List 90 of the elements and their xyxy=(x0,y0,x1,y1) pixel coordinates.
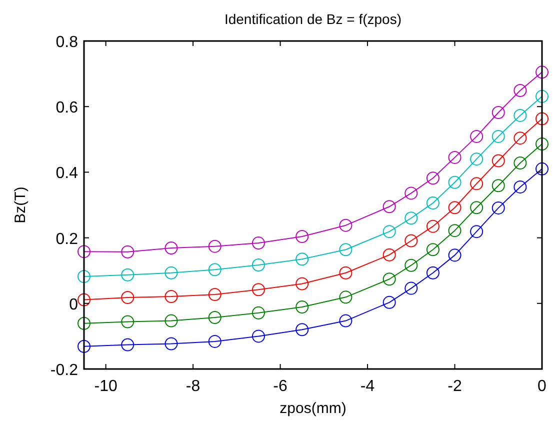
point xyxy=(339,243,352,256)
point xyxy=(382,200,396,214)
point xyxy=(470,130,484,143)
point xyxy=(448,248,462,262)
point xyxy=(514,108,527,122)
point xyxy=(426,220,440,233)
point xyxy=(164,314,178,328)
point xyxy=(164,241,178,254)
point xyxy=(470,177,484,190)
x-tick-label: -4 xyxy=(360,378,375,395)
point xyxy=(252,258,265,272)
y-tick-label: 0 xyxy=(69,296,78,314)
point xyxy=(404,258,418,272)
point xyxy=(426,243,440,256)
point xyxy=(296,300,309,314)
point xyxy=(404,234,418,248)
point xyxy=(448,201,462,214)
point xyxy=(448,176,462,189)
point xyxy=(121,245,134,258)
point xyxy=(492,179,505,192)
x-tick-label: 0 xyxy=(538,378,547,395)
point xyxy=(252,236,265,250)
point xyxy=(514,84,527,98)
point xyxy=(208,334,222,348)
y-tick-label: -0.2 xyxy=(50,362,78,379)
point xyxy=(78,245,90,258)
point xyxy=(164,337,178,350)
point xyxy=(121,338,134,352)
chart-title: Identification de Bz = f(zpos) xyxy=(224,11,402,27)
point xyxy=(78,270,90,284)
point xyxy=(252,283,265,296)
point xyxy=(536,112,548,126)
point xyxy=(78,340,90,353)
point xyxy=(492,154,505,168)
point xyxy=(536,137,548,150)
point xyxy=(426,172,440,185)
point xyxy=(296,230,309,243)
y-tick-label: 0.4 xyxy=(56,165,78,182)
x-tick-label: -2 xyxy=(448,378,462,395)
y-tick-label: 0.8 xyxy=(56,34,78,51)
point xyxy=(536,66,548,79)
point xyxy=(164,266,178,280)
point xyxy=(208,240,222,253)
point xyxy=(296,323,309,336)
x-tick-label: -6 xyxy=(273,378,288,395)
x-tick-label: -10 xyxy=(94,378,118,395)
point xyxy=(252,330,265,343)
point xyxy=(404,212,418,225)
point xyxy=(426,266,440,280)
point xyxy=(470,152,484,166)
y-tick-label: 0.6 xyxy=(56,100,78,117)
y-tick-label: 0.2 xyxy=(56,230,78,248)
point xyxy=(382,272,396,286)
point xyxy=(208,288,222,302)
point xyxy=(514,132,527,145)
point xyxy=(164,290,178,304)
point xyxy=(470,225,484,238)
point xyxy=(382,225,396,238)
point xyxy=(121,268,134,282)
point xyxy=(296,252,309,266)
point xyxy=(470,201,484,214)
point xyxy=(78,316,90,330)
point xyxy=(339,218,352,232)
point xyxy=(514,180,527,194)
point xyxy=(382,248,396,262)
point xyxy=(492,106,505,120)
y-axis-title: Bz(T) xyxy=(12,186,29,224)
point xyxy=(339,290,352,304)
point xyxy=(252,306,265,320)
point xyxy=(536,162,548,176)
x-tick-label: -8 xyxy=(186,378,200,395)
point xyxy=(208,311,222,324)
point xyxy=(208,263,222,276)
point xyxy=(78,293,90,306)
point xyxy=(339,314,352,328)
point xyxy=(448,150,462,164)
point xyxy=(339,266,352,280)
point xyxy=(121,290,134,304)
point xyxy=(296,277,309,290)
point xyxy=(382,296,396,309)
point xyxy=(426,196,440,210)
point xyxy=(492,130,505,143)
point xyxy=(492,201,505,214)
point xyxy=(404,282,418,295)
point xyxy=(536,90,548,103)
point xyxy=(404,186,418,200)
point xyxy=(514,156,527,170)
x-axis-title: zpos(mm) xyxy=(280,400,346,417)
point xyxy=(448,224,462,238)
point xyxy=(121,315,134,328)
